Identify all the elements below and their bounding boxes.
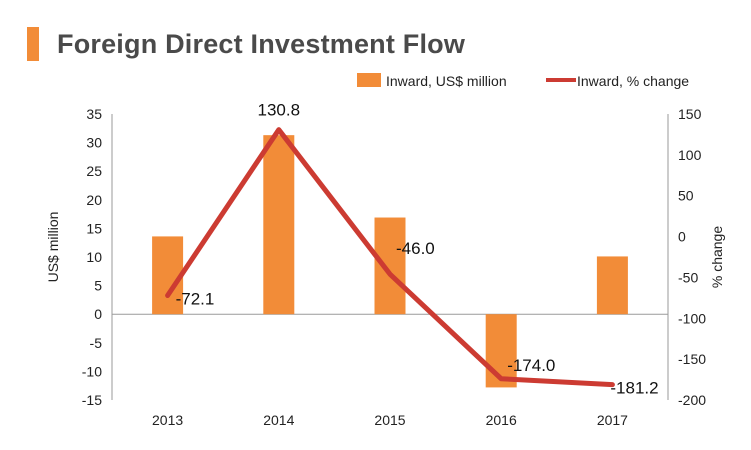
x-tick-label: 2013: [152, 412, 183, 428]
left-tick-label: -15: [82, 392, 102, 408]
right-tick-label: -200: [678, 392, 706, 408]
right-tick-label: 100: [678, 147, 702, 163]
x-tick-label: 2015: [374, 412, 405, 428]
right-tick-label: 50: [678, 188, 694, 204]
x-tick-label: 2014: [263, 412, 294, 428]
left-tick-label: 0: [94, 306, 102, 322]
legend-line-label: Inward, % change: [577, 73, 689, 89]
bar-2016: [485, 314, 517, 388]
chart-title-block: Foreign Direct Investment Flow: [27, 26, 465, 62]
left-tick-label: -5: [90, 335, 103, 351]
chart-title: Foreign Direct Investment Flow: [57, 28, 466, 59]
right-tick-label: 150: [678, 106, 702, 122]
x-tick-label: 2016: [486, 412, 517, 428]
bar-2013: [152, 236, 184, 315]
right-tick-label: -50: [678, 269, 698, 285]
legend-bar-swatch: [357, 73, 381, 87]
left-axis-title: US$ million: [45, 212, 61, 283]
pct-change-label-2015: -46.0: [396, 239, 435, 258]
left-tick-label: 35: [86, 106, 102, 122]
left-tick-label: 30: [86, 135, 102, 151]
pct-change-label-2017: -181.2: [610, 379, 658, 398]
right-tick-label: -100: [678, 310, 706, 326]
left-tick-label: 15: [86, 220, 102, 236]
pct-change-label-2013: -72.1: [176, 289, 215, 308]
right-tick-label: -150: [678, 351, 706, 367]
bar-2017: [596, 256, 628, 315]
left-tick-label: 5: [94, 278, 102, 294]
bar-2014: [263, 135, 295, 315]
x-tick-label: 2017: [597, 412, 628, 428]
pct-change-label-2014: 130.8: [258, 101, 301, 120]
left-tick-label: 20: [86, 192, 102, 208]
pct-change-label-2016: -174.0: [507, 356, 555, 375]
title-accent-bar: [27, 27, 39, 61]
left-tick-label: -10: [82, 363, 102, 379]
bar-2015: [374, 217, 406, 315]
left-tick-label: 25: [86, 163, 102, 179]
right-axis-title: % change: [709, 226, 725, 288]
right-tick-label: 0: [678, 229, 686, 245]
legend-bar-label: Inward, US$ million: [386, 73, 507, 89]
left-tick-label: 10: [86, 249, 102, 265]
